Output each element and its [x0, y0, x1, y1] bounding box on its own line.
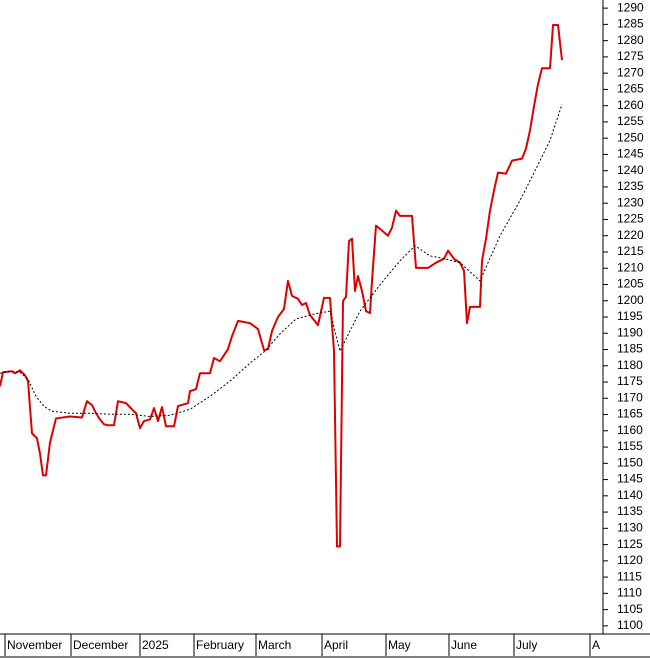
y-tick-label: 1280: [617, 33, 644, 47]
y-tick-label: 1215: [617, 244, 644, 258]
y-tick-label: 1130: [617, 521, 643, 535]
y-tick-label: 1245: [617, 147, 644, 161]
y-tick-label: 1265: [617, 82, 644, 96]
y-tick-label: 1110: [617, 586, 642, 600]
series-line: [0, 104, 563, 417]
x-tick-label: April: [324, 638, 348, 652]
y-tick-label: 1250: [617, 130, 644, 144]
x-tick-label: May: [388, 638, 411, 652]
y-tick-label: 1255: [617, 114, 644, 128]
y-tick-label: 1220: [617, 228, 644, 242]
y-tick-label: 1175: [617, 374, 643, 388]
y-tick-label: 1285: [617, 17, 644, 31]
y-tick-label: 1165: [617, 407, 643, 421]
y-tick-label: 1140: [617, 488, 643, 502]
y-tick-label: 1120: [617, 553, 643, 567]
y-tick-label: 1275: [617, 49, 644, 63]
x-tick-label: February: [196, 638, 244, 652]
y-tick-label: 1135: [617, 504, 643, 518]
y-tick-label: 1155: [617, 439, 643, 453]
y-tick-label: 1195: [617, 309, 643, 323]
y-tick-label: 1225: [617, 212, 644, 226]
y-tick-label: 1145: [617, 472, 643, 486]
series-line: [0, 24, 563, 548]
y-tick-label: 1125: [617, 537, 643, 551]
x-tick-label: A: [592, 638, 600, 652]
y-tick-label: 1100: [617, 618, 643, 632]
y-tick-label: 1270: [617, 65, 644, 79]
y-tick-label: 1290: [617, 0, 644, 14]
y-tick-label: 1105: [617, 602, 643, 616]
y-tick-label: 1180: [617, 358, 643, 372]
y-tick-label: 1170: [617, 390, 643, 404]
y-tick-label: 1160: [617, 423, 643, 437]
y-tick-label: 1240: [617, 163, 644, 177]
y-tick-label: 1185: [617, 342, 643, 356]
x-tick-label: 2025: [142, 638, 169, 652]
y-tick-label: 1150: [617, 455, 643, 469]
y-tick-label: 1210: [617, 260, 644, 274]
x-tick-label: November: [7, 638, 62, 652]
y-tick-label: 1235: [617, 179, 644, 193]
y-tick-label: 1200: [617, 293, 644, 307]
x-tick-label: July: [516, 638, 537, 652]
y-tick-label: 1205: [617, 277, 644, 291]
y-tick-label: 1260: [617, 98, 644, 112]
y-tick-label: 1115: [617, 569, 642, 583]
y-tick-label: 1230: [617, 195, 644, 209]
x-tick-label: March: [258, 638, 291, 652]
y-tick-label: 1190: [617, 325, 643, 339]
x-tick-label: December: [73, 638, 128, 652]
x-tick-label: June: [451, 638, 477, 652]
